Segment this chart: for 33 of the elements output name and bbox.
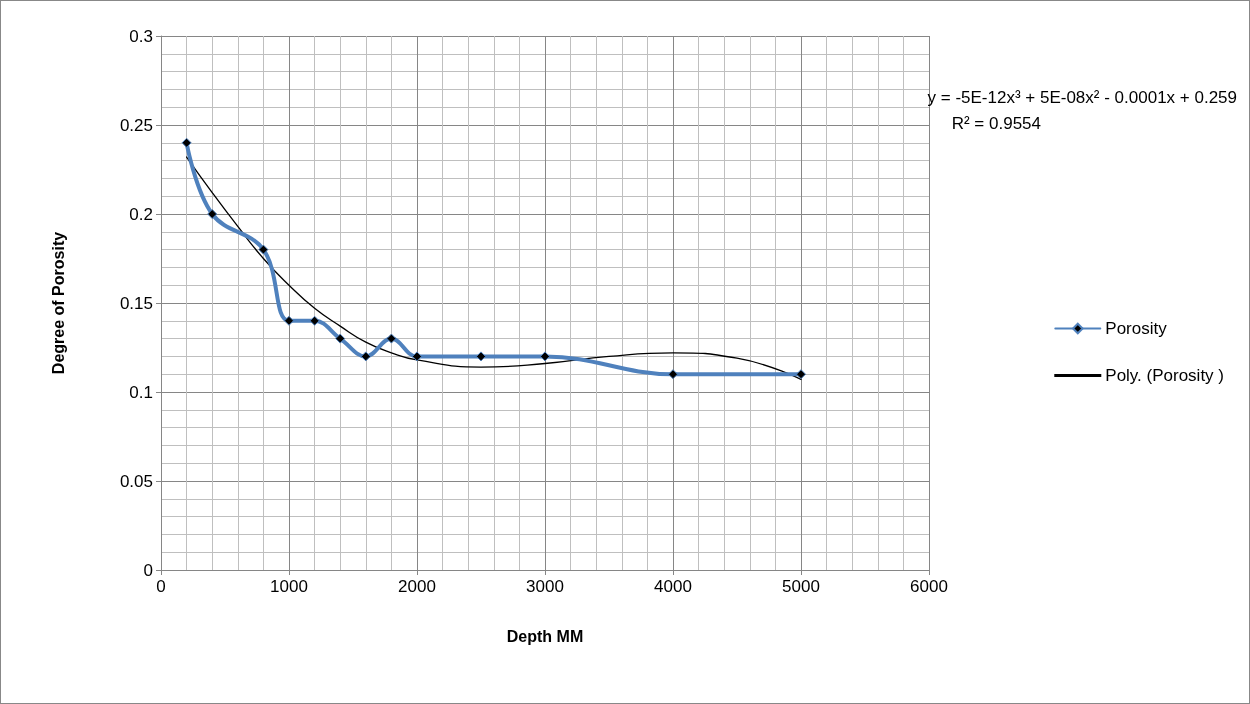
x-tick-label: 3000 xyxy=(526,577,564,596)
y-tick-label: 0 xyxy=(143,560,153,580)
x-tick-label: 4000 xyxy=(654,577,692,596)
annotation: y = -5E-12x³ + 5E-08x² - 0.0001x + 0.259 xyxy=(927,88,1238,107)
point xyxy=(476,351,486,362)
point xyxy=(796,369,806,380)
point xyxy=(207,209,218,219)
point xyxy=(284,315,294,326)
x-tick-label: 1000 xyxy=(270,577,308,596)
legend-label: Porosity xyxy=(1105,319,1168,338)
y-tick-label: 0.3 xyxy=(129,26,153,46)
x-tick-label: 2000 xyxy=(398,577,436,596)
y-tick-label: 0.2 xyxy=(129,204,153,224)
point xyxy=(258,244,269,255)
point xyxy=(360,351,371,362)
point xyxy=(335,333,346,344)
legend-label: Poly. (Porosity ) xyxy=(1105,366,1225,385)
y-axis-title: Degree of Porosity xyxy=(49,231,67,375)
text: R² = 0.9554 xyxy=(951,114,1041,133)
point xyxy=(412,351,422,362)
x-tick-label: 6000 xyxy=(910,577,948,596)
y-tick-label: 0.25 xyxy=(119,115,153,135)
point xyxy=(668,369,678,380)
point xyxy=(540,351,550,362)
x-tick-label: 0 xyxy=(156,577,166,596)
x-tick-label: 5000 xyxy=(782,577,820,596)
point xyxy=(386,333,397,344)
x-axis-title: Depth MM xyxy=(506,627,584,645)
y-tick-label: 0.1 xyxy=(129,382,153,402)
y-tick-label: 0.15 xyxy=(119,293,153,313)
point xyxy=(309,315,320,326)
point xyxy=(181,137,192,148)
y-tick-label: 0.05 xyxy=(119,471,153,491)
